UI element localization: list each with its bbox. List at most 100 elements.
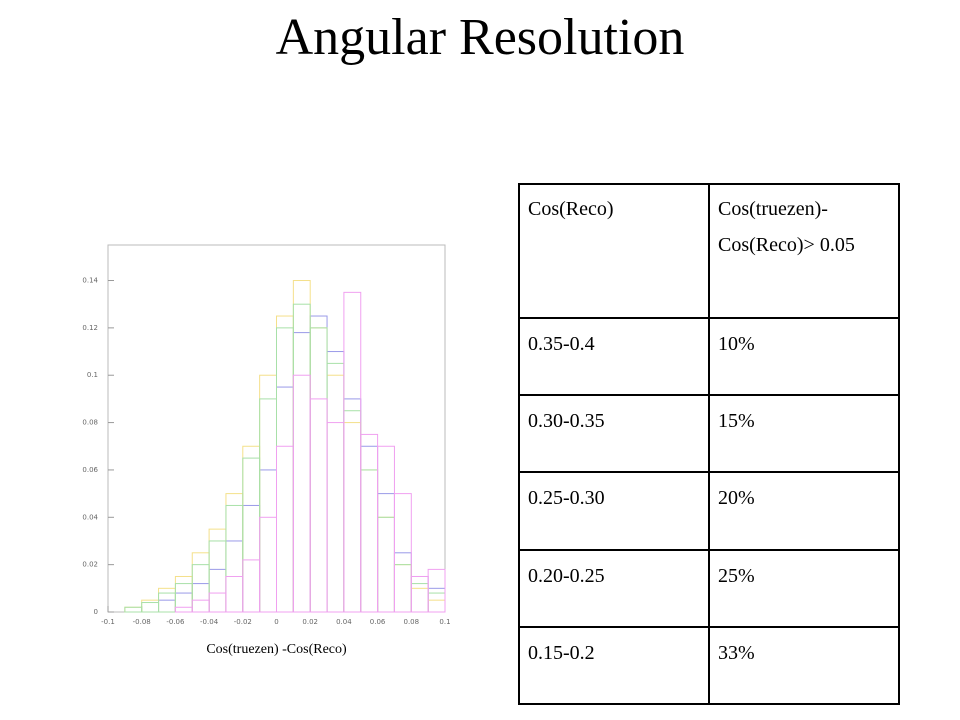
histogram-bin [276, 445, 294, 613]
slide-title: Angular Resolution [275, 9, 685, 66]
histogram-bin [259, 398, 277, 613]
histogram-bin [242, 457, 261, 613]
table-cell: 25% [708, 548, 900, 628]
x-tick-label: -0.06 [166, 618, 185, 626]
y-tick-label: 0.14 [82, 277, 98, 285]
histogram-bin [393, 564, 412, 613]
histogram-bin [158, 599, 176, 613]
histogram-bin [326, 362, 345, 613]
x-tick-label: 0.02 [302, 618, 318, 626]
x-tick-label: -0.04 [200, 618, 219, 626]
table-row: 0.25-0.30 20% [518, 471, 900, 551]
histogram-bin [276, 386, 294, 613]
table-cell: 0.15-0.2 [518, 625, 710, 706]
x-tick-label: -0.02 [234, 618, 252, 626]
x-tick-label: -0.1 [101, 618, 115, 626]
histogram-bin [242, 445, 261, 613]
histogram-bin [158, 592, 176, 613]
x-tick-label: 0.1 [439, 618, 450, 626]
histogram-bin [309, 398, 328, 613]
histogram-bin [292, 332, 311, 613]
histogram-bin [276, 327, 294, 613]
histogram-bin [360, 445, 379, 613]
table-cell: 0.30-0.35 [518, 394, 710, 474]
histogram-bin [124, 606, 143, 613]
table-cell: 0.35-0.4 [518, 316, 710, 397]
histogram-bin [174, 575, 193, 613]
histogram-bin [410, 575, 429, 613]
table-row: 0.15-0.2 33% [518, 625, 900, 706]
histogram-bin [393, 493, 412, 613]
histogram-bin [343, 398, 362, 613]
histogram-bin [276, 315, 294, 613]
histogram-bin [225, 493, 244, 613]
chart: 0 0.02 0.04 0.06 0.08 0.1 0.12 0.14 -0.1 -0.08 -0.… [82, 244, 451, 657]
histogram-bin [292, 303, 311, 613]
histogram-bin [191, 583, 210, 613]
histogram-bin [208, 540, 227, 613]
histogram-bin [343, 422, 362, 613]
histogram-bin [259, 469, 277, 613]
histogram-bin [208, 592, 227, 613]
table-row: Cos(Reco) Cos(truezen)-Cos(Reco)> 0.05 [518, 183, 900, 319]
histogram-bin [427, 568, 446, 613]
table-cell: Cos(Reco) [518, 183, 710, 319]
histogram-bin [242, 559, 261, 613]
histogram-bin [141, 602, 160, 613]
table-body: Cos(Reco) Cos(truezen)-Cos(Reco)> 0.05 0.3… [518, 183, 900, 706]
histogram-bin [410, 575, 429, 613]
x-axis-label: Cos(truezen) -Cos(Reco) [206, 642, 347, 657]
x-tick-label: 0.04 [336, 618, 352, 626]
table-cell: 20% [708, 471, 900, 551]
histogram-bin [225, 504, 244, 613]
y-tick-label: 0.12 [82, 324, 98, 332]
histogram-bin [225, 575, 244, 613]
histogram-bin [326, 374, 345, 613]
histogram-bin [343, 291, 362, 613]
y-tick-label: 0.06 [82, 466, 98, 474]
histogram-bin [309, 327, 328, 613]
histogram-bin [191, 564, 210, 613]
histogram-bin [259, 516, 277, 613]
table: Cos(Reco) Cos(truezen)-Cos(Reco)> 0.05 0.3… [518, 183, 900, 706]
histogram-bin [377, 516, 395, 613]
histogram-bin [174, 606, 193, 613]
histogram-bin [309, 315, 328, 613]
table-cell: 15% [708, 394, 900, 474]
histogram-bin [242, 504, 261, 613]
histogram-bin [208, 528, 227, 613]
histogram-bin [326, 351, 345, 613]
histogram-bin [360, 469, 379, 613]
y-tick-label: 0.1 [87, 371, 98, 379]
table-cell: 0.20-0.25 [518, 548, 710, 628]
y-tick-label: 0.02 [82, 561, 98, 569]
table-row: 0.30-0.35 15% [518, 394, 900, 474]
histogram-bin [191, 599, 210, 613]
histogram-bin [377, 493, 395, 613]
table-cell: 10% [708, 316, 900, 397]
histogram-bin [377, 445, 395, 613]
histogram-bin [174, 592, 193, 613]
histogram-bin [393, 564, 412, 613]
histogram-bin [208, 568, 227, 613]
histogram-bin [259, 374, 277, 613]
y-tick-label: 0.04 [82, 513, 98, 521]
table-row: 0.35-0.4 10% [518, 316, 900, 397]
y-tick-label: 0.08 [82, 419, 98, 427]
histogram-bin [360, 469, 379, 613]
histogram-bin [141, 599, 160, 613]
histogram-bin [377, 516, 395, 613]
histogram-bin [343, 410, 362, 613]
histogram-bin [309, 327, 328, 613]
table-cell: Cos(truezen)-Cos(Reco)> 0.05 [708, 183, 900, 319]
histogram-bin [292, 280, 311, 613]
x-tick-label: -0.08 [133, 618, 151, 626]
x-tick-label: 0.06 [370, 618, 386, 626]
histogram-bin [191, 552, 210, 613]
histogram-bin [427, 599, 446, 613]
histogram-bin [292, 374, 311, 613]
table-row: 0.20-0.25 25% [518, 548, 900, 628]
histogram-bin [410, 587, 429, 613]
histogram-bin [393, 552, 412, 613]
